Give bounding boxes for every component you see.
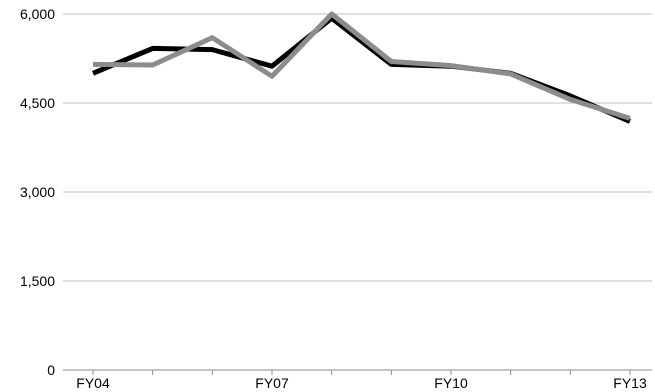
y-tick-label: 4,500: [20, 95, 55, 111]
y-tick-label: 3,000: [20, 184, 55, 200]
series-line-1: [92, 15, 631, 124]
series-lines: [92, 11, 631, 124]
gridlines: [63, 13, 652, 282]
axes: [63, 369, 652, 375]
tick-labels: 0 1,500 3,000 4,500 6,000 FY04 FY07 FY10 FY13: [20, 6, 647, 391]
x-tick-label: FY07: [255, 375, 289, 391]
x-tick-label: FY13: [613, 375, 647, 391]
x-tick-label: FY10: [434, 375, 468, 391]
y-tick-label: 0: [47, 362, 55, 378]
series-line-2: [92, 11, 631, 121]
y-tick-label: 1,500: [20, 273, 55, 289]
y-tick-label: 6,000: [20, 6, 55, 22]
x-tick-label: FY04: [76, 375, 110, 391]
